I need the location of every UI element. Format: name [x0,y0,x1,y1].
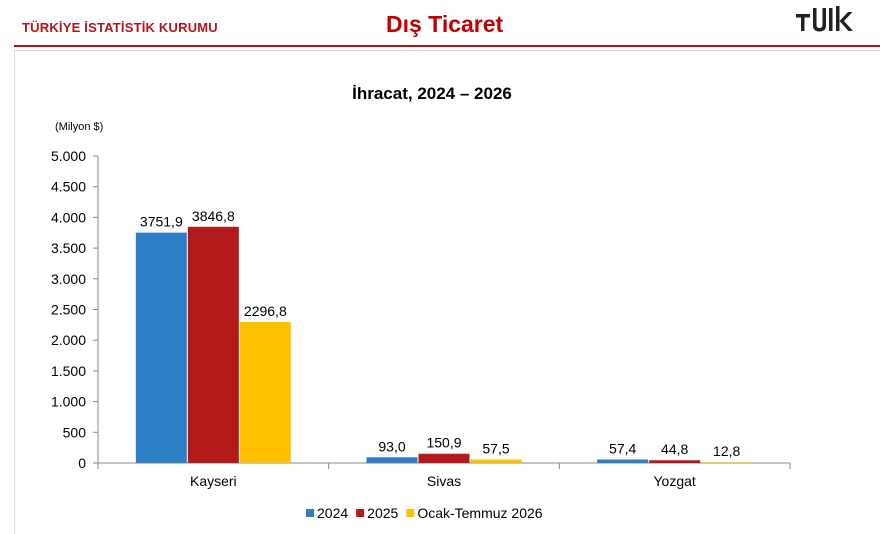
y-tick-label: 3.500 [51,240,86,256]
data-label: 150,9 [426,435,461,451]
legend-swatch [406,509,415,517]
category-label: Kayseri [190,473,237,489]
legend-label: 2024 [317,505,348,521]
organization-name: TÜRKİYE İSTATİSTİK KURUMU [22,20,218,35]
bar [135,232,187,463]
header: TÜRKİYE İSTATİSTİK KURUMU Dış Ticaret [0,0,880,48]
y-tick-label: 2.000 [51,332,86,348]
category-label: Yozgat [654,473,696,489]
y-tick-label: 4.000 [51,209,86,225]
bar [701,462,753,463]
data-label: 3751,9 [140,214,183,230]
data-label: 3846,8 [192,208,235,224]
y-tick-label: 1.000 [51,394,86,410]
data-label: 93,0 [378,438,405,454]
bar [597,459,649,463]
y-tick-label: 500 [63,424,87,440]
y-tick-label: 5.000 [51,148,86,164]
y-tick-label: 1.500 [51,363,86,379]
y-tick-label: 2.500 [51,302,86,318]
y-axis: 0 500 1.000 1.500 2.000 2.500 3.000 3.500 4.000 4… [51,148,99,471]
y-tick-label: 4.500 [51,179,86,195]
bar [649,460,701,463]
header-divider [14,45,880,47]
legend-swatch [356,509,365,517]
y-tick-label: 0 [78,455,86,471]
chart-panel [14,50,880,534]
data-label: 44,8 [661,441,688,457]
data-label: 57,4 [609,440,636,456]
bar [470,459,522,463]
legend-label: 2025 [367,505,398,521]
legend-swatch [306,509,314,517]
data-label: 57,5 [482,440,509,456]
bar [187,226,239,463]
tuik-logo [796,6,853,32]
page-title: Dış Ticaret [386,11,504,37]
x-axis: Kayseri Sivas Yozgat [97,462,791,489]
chart-title: İhracat, 2024 – 2026 [352,84,512,103]
unit-label: (Milyon $) [55,121,103,133]
data-label: 2296,8 [244,303,287,319]
legend: 2024 2025 Ocak-Temmuz 2026 [306,505,543,521]
data-label: 12,8 [713,443,740,459]
bar [239,321,291,463]
legend-label: Ocak-Temmuz 2026 [417,505,542,521]
bars: 3751,9 93,0 57,4 3846,8 150,9 44,8 2296,8 57,5 1… [135,208,753,463]
bar [418,453,470,463]
bar [366,457,418,463]
category-label: Sivas [427,473,461,489]
y-tick-label: 3.000 [51,271,86,287]
